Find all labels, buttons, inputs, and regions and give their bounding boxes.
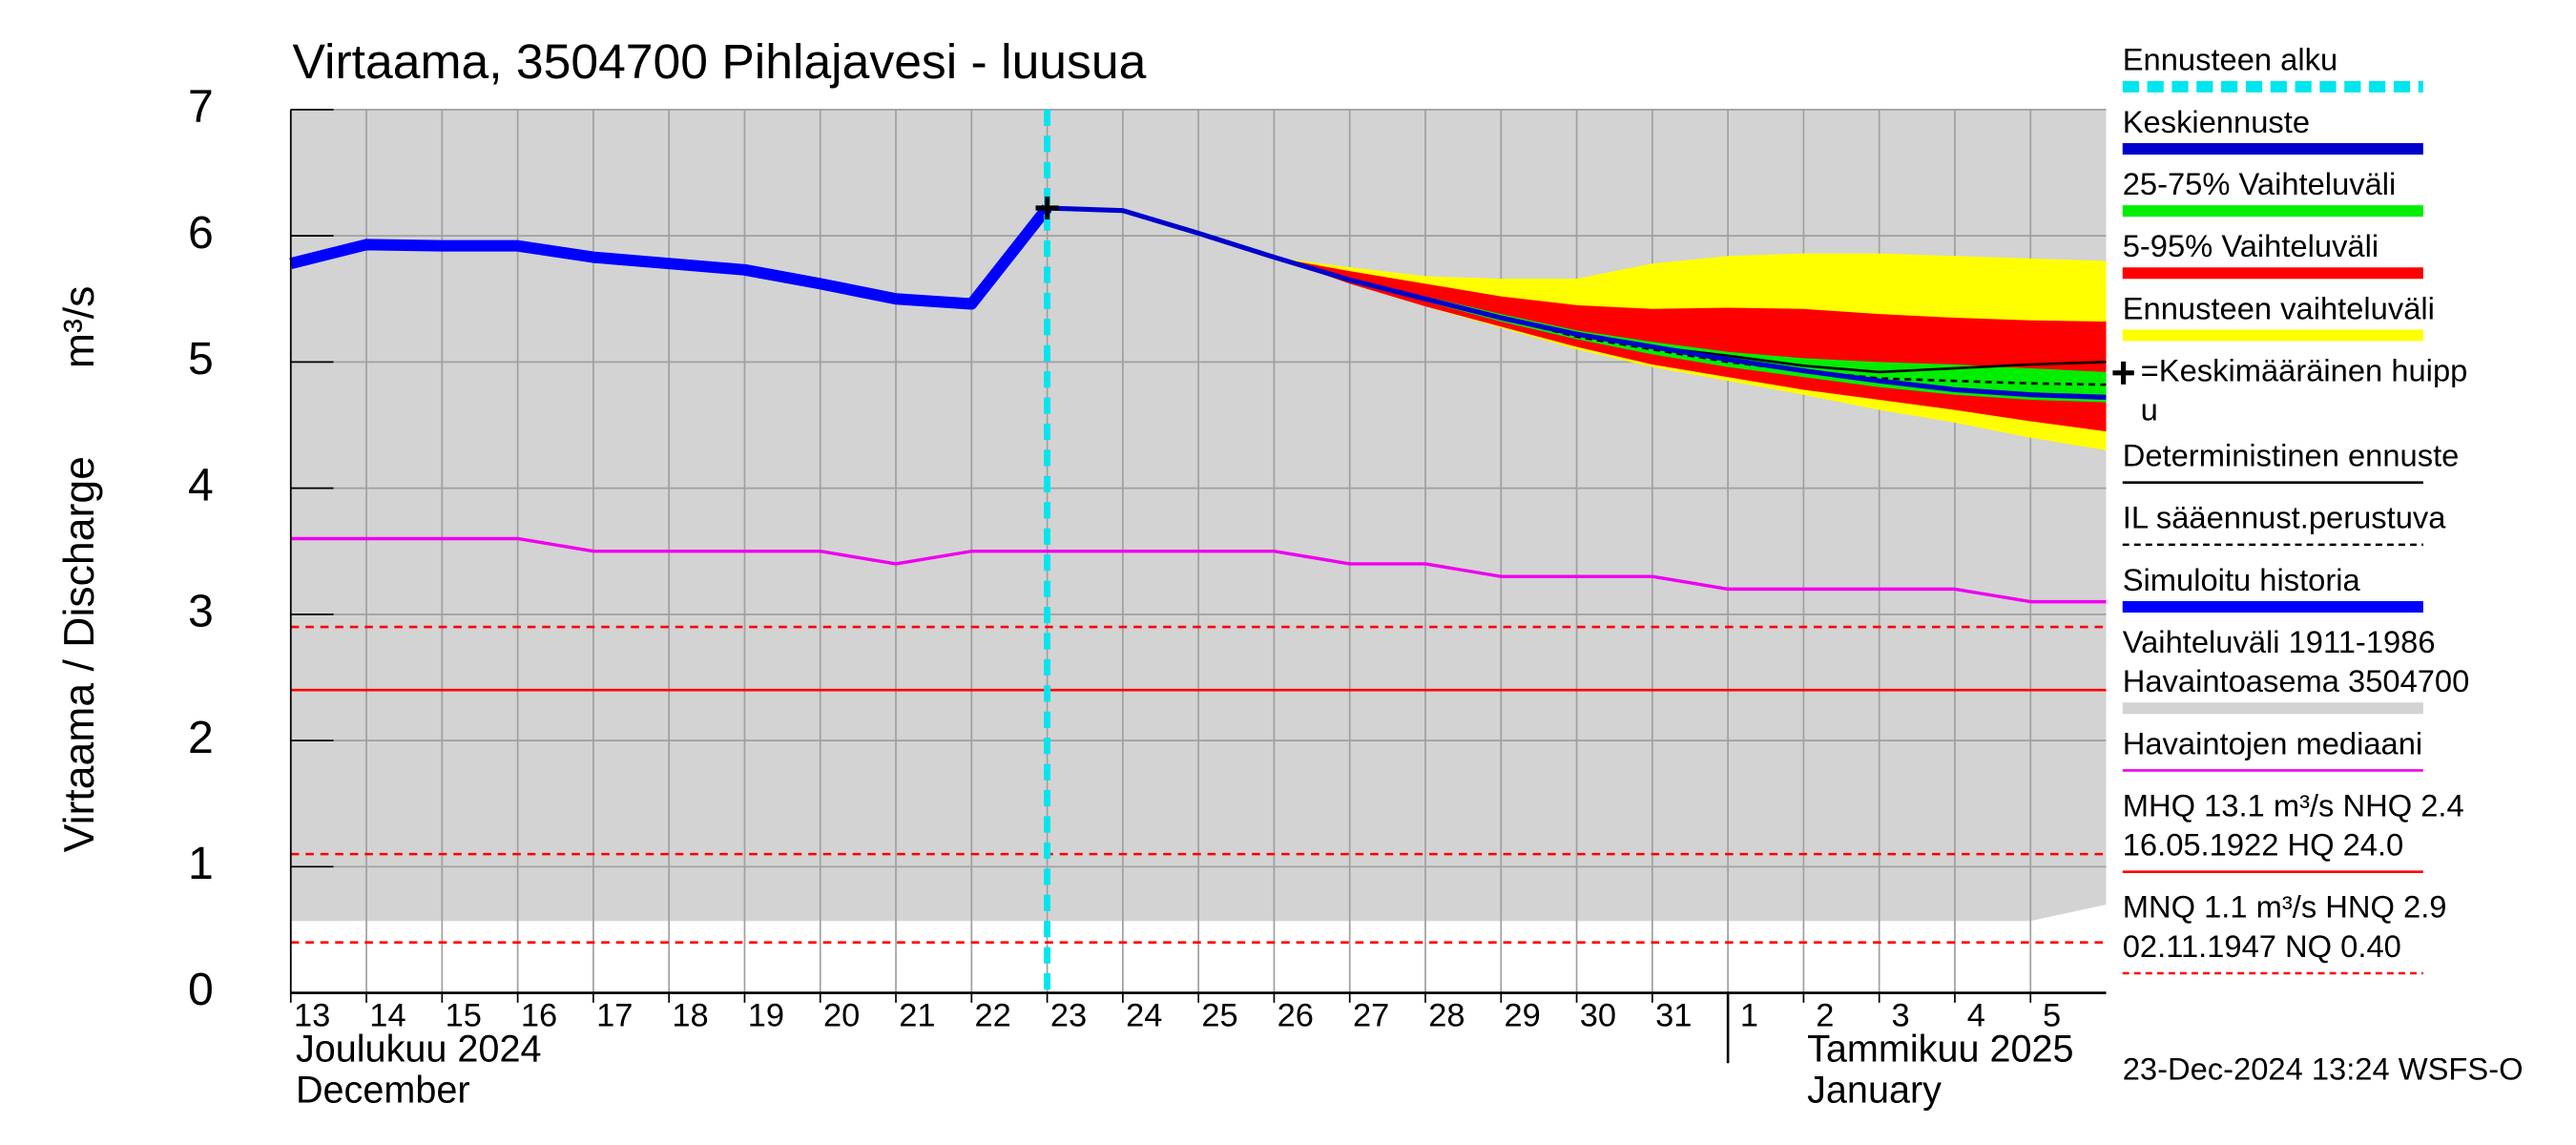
y-tick-label: 7 bbox=[188, 81, 214, 133]
x-tick-label: 13 bbox=[294, 997, 330, 1033]
x-tick-label: 14 bbox=[369, 997, 405, 1033]
x-tick-label: 31 bbox=[1655, 997, 1692, 1033]
y-tick-label: 2 bbox=[188, 712, 214, 763]
legend-label[interactable]: u bbox=[2141, 392, 2158, 427]
legend-label[interactable]: Ennusteen alku bbox=[2123, 42, 2337, 77]
legend-label[interactable]: Deterministinen ennuste bbox=[2123, 438, 2460, 473]
x-tick-label: 26 bbox=[1278, 997, 1314, 1033]
x-tick-label: 22 bbox=[975, 997, 1011, 1033]
x-tick-label: 15 bbox=[446, 997, 482, 1033]
legend-label[interactable]: Keskiennuste bbox=[2123, 104, 2310, 139]
x-tick-label: 28 bbox=[1428, 997, 1465, 1033]
plot-area bbox=[289, 109, 2107, 996]
x-tick-label: 4 bbox=[1967, 997, 1985, 1033]
x-tick-label: 23 bbox=[1050, 997, 1087, 1033]
footer: 23-Dec-2024 13:24 WSFS-O bbox=[2123, 1051, 2524, 1087]
x-tick-label: 29 bbox=[1505, 997, 1541, 1033]
x-tick-label: 25 bbox=[1201, 997, 1237, 1033]
legend-label[interactable]: =Keskimääräinen huipp bbox=[2141, 353, 2468, 388]
y-tick-label: 1 bbox=[188, 838, 214, 889]
y-tick-label: 3 bbox=[188, 586, 214, 637]
x-tick-label: 16 bbox=[521, 997, 557, 1033]
x-tick-label: 30 bbox=[1580, 997, 1616, 1033]
line bbox=[290, 536, 2107, 604]
month-label: Tammikuu 2025 bbox=[1807, 1029, 2073, 1071]
legend-label[interactable]: Simuloitu historia bbox=[2123, 562, 2361, 597]
band bbox=[1274, 257, 2107, 403]
x-tick-label: 1 bbox=[1740, 997, 1758, 1033]
month-label: December bbox=[296, 1070, 470, 1112]
x-tick-label: 3 bbox=[1891, 997, 1909, 1033]
x-tick-label: 17 bbox=[596, 997, 633, 1033]
legend-label[interactable]: Ennusteen vaihteluväli bbox=[2123, 290, 2435, 325]
x-tick-label: 20 bbox=[823, 997, 860, 1033]
x-tick-label: 5 bbox=[2043, 997, 2061, 1033]
legend-label[interactable]: Havaintoasema 3504700 bbox=[2123, 663, 2470, 698]
line bbox=[1047, 205, 2107, 400]
month-label: January bbox=[1807, 1070, 1942, 1112]
y-tick-label: 0 bbox=[188, 964, 214, 1015]
y-tick-label: 5 bbox=[188, 333, 214, 385]
legend-label[interactable]: 25-75% Vaihteluväli bbox=[2123, 166, 2397, 201]
x-tick-label: 18 bbox=[672, 997, 708, 1033]
legend-label[interactable]: Havaintojen mediaani bbox=[2123, 725, 2422, 760]
legend-label[interactable]: IL sääennust.perustuva bbox=[2123, 500, 2447, 535]
line bbox=[289, 204, 1052, 310]
y-axis-label: Virtaama / Discharge bbox=[56, 456, 103, 852]
x-tick-label: 21 bbox=[899, 997, 935, 1033]
peak-marker bbox=[1035, 197, 1059, 220]
legend-label[interactable]: MNQ 1.1 m³/s HNQ 2.9 bbox=[2123, 889, 2447, 925]
chart-title: Virtaama, 3504700 Pihlajavesi - luusua bbox=[293, 33, 1147, 89]
legend-label[interactable]: 02.11.1947 NQ 0.40 bbox=[2123, 928, 2401, 964]
y-tick-label: 4 bbox=[188, 459, 214, 510]
legend-label[interactable]: MHQ 13.1 m³/s NHQ 2.4 bbox=[2123, 788, 2464, 823]
legend-label[interactable]: 5-95% Vaihteluväli bbox=[2123, 228, 2379, 263]
y-tick-label: 6 bbox=[188, 207, 214, 259]
y-axis-unit: m³/s bbox=[56, 286, 103, 369]
x-tick-label: 27 bbox=[1353, 997, 1389, 1033]
legend-swatch bbox=[2112, 361, 2134, 385]
x-tick-label: 24 bbox=[1126, 997, 1162, 1033]
x-tick-label: 2 bbox=[1816, 997, 1834, 1033]
legend-label[interactable]: 16.05.1922 HQ 24.0 bbox=[2123, 827, 2404, 863]
x-tick-label: 19 bbox=[748, 997, 784, 1033]
legend-label[interactable]: Vaihteluväli 1911-1986 bbox=[2123, 624, 2436, 659]
month-label: Joulukuu 2024 bbox=[296, 1029, 542, 1071]
